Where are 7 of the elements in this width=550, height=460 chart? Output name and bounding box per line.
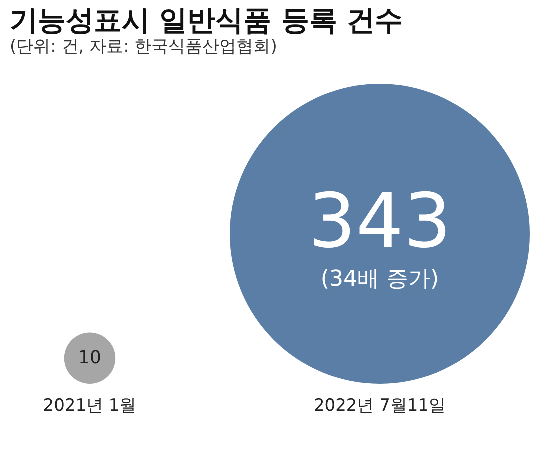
data-label: 343 xyxy=(308,177,452,265)
data-label: 10 xyxy=(78,347,102,368)
text: (단위: 건, 자료: 한국식품산업협회) xyxy=(10,37,278,57)
category-label: 2022년 7월11일 xyxy=(314,396,446,416)
text: (34배 증가) xyxy=(320,267,440,292)
category-label: 2021년 1월 xyxy=(43,396,137,416)
text: 기능성표시 일반식품 등록 건수 xyxy=(10,4,404,37)
